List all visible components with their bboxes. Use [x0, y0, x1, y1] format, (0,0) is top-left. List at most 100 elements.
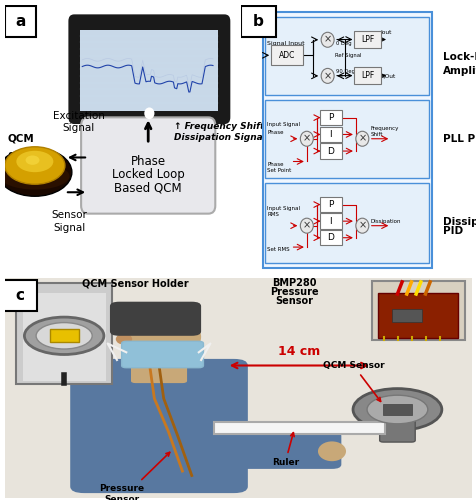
Text: 0 Deg: 0 Deg [335, 42, 351, 46]
Text: ×: × [323, 35, 331, 45]
Text: BMP280: BMP280 [272, 278, 316, 288]
Text: Phase: Phase [267, 130, 283, 134]
Text: Based QCM: Based QCM [114, 182, 182, 194]
Text: D: D [327, 146, 333, 156]
Ellipse shape [0, 163, 69, 190]
Text: ×: × [302, 134, 310, 144]
Text: QCM Sensor: QCM Sensor [322, 361, 384, 402]
Text: Amplifier: Amplifier [442, 66, 476, 76]
Ellipse shape [317, 442, 345, 461]
Text: LPF: LPF [360, 71, 373, 80]
FancyBboxPatch shape [265, 17, 428, 94]
FancyBboxPatch shape [319, 197, 341, 212]
Text: Ref Signal: Ref Signal [335, 54, 361, 59]
Ellipse shape [116, 334, 132, 344]
FancyBboxPatch shape [391, 309, 421, 322]
Text: ↑ Frequency Shift: ↑ Frequency Shift [173, 122, 263, 131]
Text: Signal Input: Signal Input [267, 42, 305, 46]
Text: QCM Sensor Holder: QCM Sensor Holder [82, 278, 188, 288]
Text: Dissipation Signal: Dissipation Signal [173, 133, 265, 142]
FancyBboxPatch shape [319, 144, 341, 159]
Circle shape [300, 132, 313, 146]
FancyBboxPatch shape [377, 294, 457, 338]
Circle shape [144, 108, 154, 119]
Text: Input Signal: Input Signal [267, 206, 300, 211]
FancyBboxPatch shape [213, 422, 384, 434]
Text: Lock-In: Lock-In [442, 52, 476, 62]
FancyBboxPatch shape [319, 230, 341, 246]
FancyBboxPatch shape [70, 359, 248, 493]
Ellipse shape [26, 156, 40, 165]
FancyBboxPatch shape [16, 283, 112, 384]
FancyBboxPatch shape [371, 281, 464, 340]
FancyBboxPatch shape [270, 45, 303, 65]
Text: Pressure: Pressure [270, 287, 318, 297]
FancyBboxPatch shape [262, 12, 431, 268]
Text: Set Point: Set Point [267, 168, 291, 173]
FancyBboxPatch shape [265, 100, 428, 178]
Circle shape [300, 218, 313, 233]
Text: Excitation: Excitation [53, 112, 105, 122]
FancyBboxPatch shape [50, 328, 79, 342]
Ellipse shape [5, 147, 65, 184]
Text: I: I [328, 216, 331, 226]
Text: Shift: Shift [370, 132, 382, 137]
FancyBboxPatch shape [121, 342, 203, 367]
Text: Pressure
Sensor
wires: Pressure Sensor wires [99, 452, 169, 500]
Circle shape [36, 322, 92, 349]
Text: 90 Deg: 90 Deg [335, 69, 354, 74]
FancyBboxPatch shape [382, 404, 411, 414]
FancyBboxPatch shape [5, 278, 471, 498]
Text: Sensor: Sensor [7, 152, 48, 162]
Text: D: D [327, 233, 333, 242]
Text: Phase: Phase [130, 155, 166, 168]
Text: ×: × [302, 220, 310, 230]
Text: b: b [252, 14, 263, 29]
Text: Iout: Iout [379, 30, 391, 36]
FancyBboxPatch shape [354, 68, 380, 84]
Text: Signal: Signal [53, 223, 86, 233]
Text: ×: × [357, 134, 366, 144]
Circle shape [320, 68, 333, 84]
Text: ×: × [323, 71, 331, 81]
Text: P: P [327, 200, 333, 209]
FancyBboxPatch shape [319, 110, 341, 126]
Circle shape [320, 32, 333, 48]
Text: a: a [15, 14, 25, 29]
Text: LPF: LPF [360, 35, 373, 44]
Text: QCM: QCM [7, 134, 34, 144]
FancyBboxPatch shape [109, 302, 201, 336]
Text: Input Signal: Input Signal [267, 122, 300, 126]
Text: ×: × [357, 220, 366, 230]
FancyBboxPatch shape [319, 214, 341, 229]
Text: Frequency: Frequency [370, 126, 398, 130]
FancyBboxPatch shape [354, 31, 380, 48]
Text: Dissipation: Dissipation [442, 216, 476, 226]
Text: PLL PID: PLL PID [442, 134, 476, 144]
FancyBboxPatch shape [81, 118, 215, 214]
Circle shape [352, 388, 441, 430]
Circle shape [355, 132, 368, 146]
FancyBboxPatch shape [240, 6, 275, 37]
FancyBboxPatch shape [80, 30, 217, 110]
Text: PID: PID [442, 226, 463, 236]
Text: Dissipation: Dissipation [370, 219, 400, 224]
Text: Locked Loop: Locked Loop [111, 168, 184, 181]
Ellipse shape [16, 151, 53, 172]
FancyBboxPatch shape [22, 293, 106, 381]
Text: Phase: Phase [267, 162, 283, 166]
FancyBboxPatch shape [5, 6, 36, 37]
Ellipse shape [121, 312, 201, 361]
Circle shape [366, 395, 427, 424]
Text: P: P [327, 113, 333, 122]
FancyBboxPatch shape [191, 432, 341, 469]
Text: c: c [15, 288, 24, 302]
FancyBboxPatch shape [379, 412, 414, 442]
Ellipse shape [0, 148, 72, 196]
Text: Ruler: Ruler [271, 432, 298, 467]
Text: Signal: Signal [62, 124, 95, 134]
FancyBboxPatch shape [319, 126, 341, 142]
Text: ADC: ADC [278, 50, 295, 59]
FancyBboxPatch shape [68, 14, 230, 124]
Text: QOut: QOut [379, 73, 395, 78]
